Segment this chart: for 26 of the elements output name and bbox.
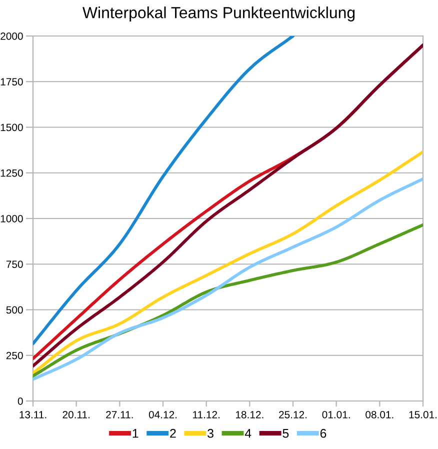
- x-tick-label: 11.12.: [193, 410, 220, 418]
- x-tick-label: 27.11.: [106, 410, 133, 418]
- y-tick-label: 250: [6, 352, 23, 360]
- y-tick-label: 0: [18, 398, 23, 405]
- x-tick-label: 08.01.: [366, 410, 394, 418]
- x-tick-label: 01.01.: [322, 410, 350, 418]
- legend-label: 6: [320, 428, 326, 438]
- y-tick-label: 2000: [0, 32, 23, 40]
- y-tick-label: 1250: [0, 169, 23, 177]
- x-tick-label: 18.12.: [236, 410, 264, 418]
- chart-title: Winterpokal Teams Punkteentwicklung: [82, 6, 355, 22]
- x-tick-label: 25.12.: [279, 410, 307, 418]
- x-tick-label: 15.01.: [409, 410, 437, 418]
- y-tick-label: 1500: [0, 124, 23, 132]
- y-tick-label: 750: [6, 260, 23, 268]
- x-tick-label: 20.11.: [62, 410, 90, 418]
- legend-label: 3: [208, 428, 214, 438]
- x-tick-label: 13.11.: [20, 410, 46, 418]
- y-tick-label: 500: [6, 306, 23, 314]
- legend-label: 2: [170, 428, 176, 438]
- legend-label: 4: [244, 429, 252, 438]
- x-tick-label: 04.12.: [148, 410, 177, 418]
- y-tick-label: 1000: [0, 215, 23, 222]
- legend-label: 5: [282, 429, 289, 438]
- legend-label: 1: [132, 429, 138, 438]
- y-tick-label: 1750: [0, 78, 23, 86]
